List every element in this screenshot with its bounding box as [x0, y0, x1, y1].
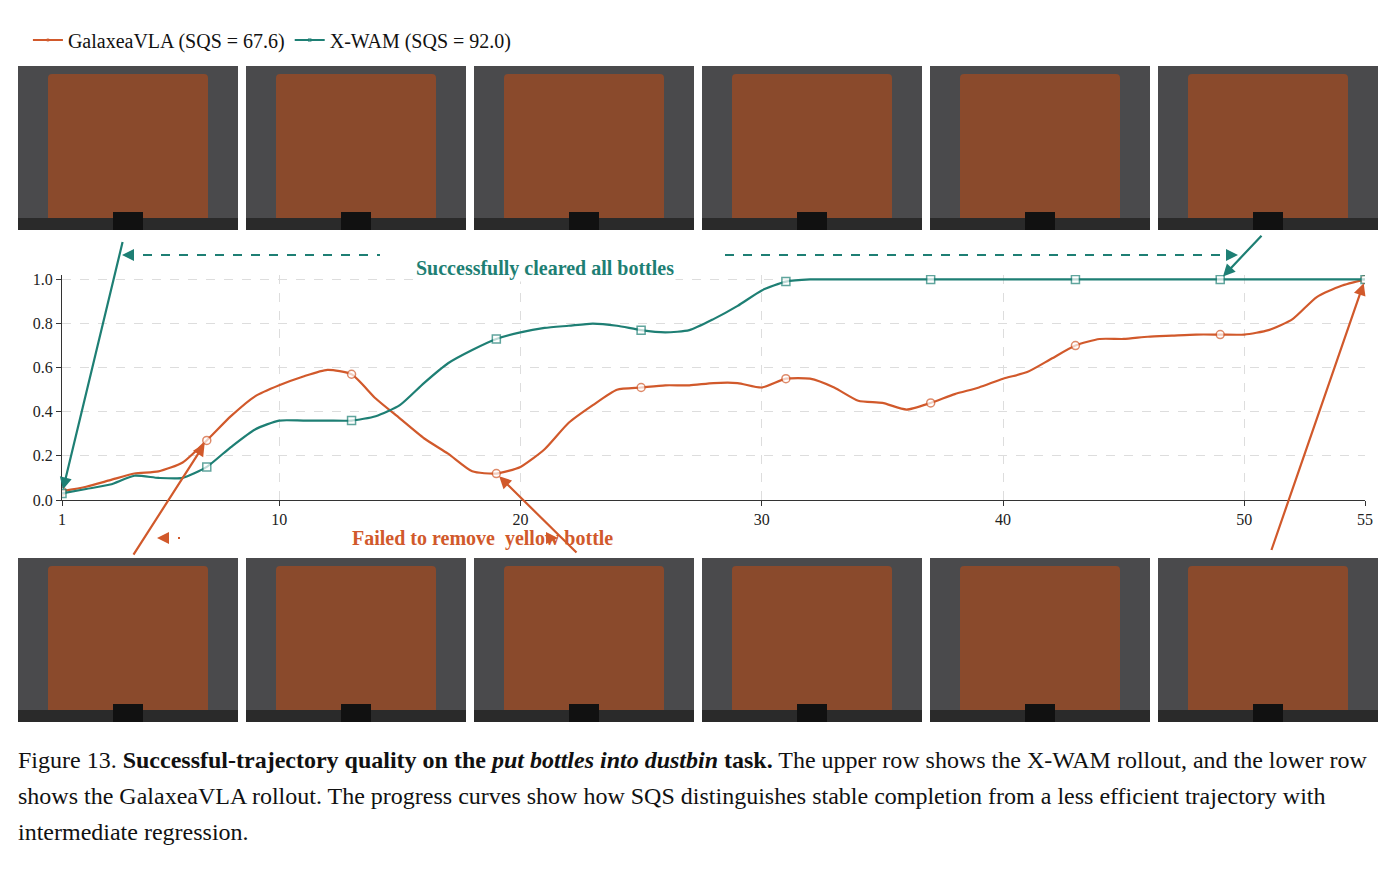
- svg-text:10: 10: [271, 511, 287, 528]
- svg-text:50: 50: [1236, 511, 1252, 528]
- svg-text:1: 1: [58, 511, 66, 528]
- svg-text:0.8: 0.8: [33, 315, 53, 332]
- svg-text:30: 30: [754, 511, 770, 528]
- svg-text:20: 20: [512, 511, 528, 528]
- svg-text:1.0: 1.0: [33, 271, 53, 288]
- svg-text:Successfully cleared all bottl: Successfully cleared all bottles: [416, 257, 674, 280]
- svg-text:0.0: 0.0: [33, 492, 53, 509]
- svg-text:0.6: 0.6: [33, 359, 53, 376]
- svg-text:Failed to remove yellow bottl: Failed to remove yellow bottle: [352, 527, 613, 550]
- svg-text:0.4: 0.4: [33, 403, 53, 420]
- html-text:Figure 13. Successful-trajecto: Figure 13. Successful-trajectory quality…: [18, 747, 1367, 845]
- svg-text:0.2: 0.2: [33, 447, 53, 464]
- svg-text:GalaxeaVLA (SQS = 67.6): GalaxeaVLA (SQS = 67.6): [68, 30, 285, 53]
- svg-text:X-WAM (SQS = 92.0): X-WAM (SQS = 92.0): [330, 30, 511, 53]
- svg-text:55: 55: [1357, 511, 1373, 528]
- svg-text:40: 40: [995, 511, 1011, 528]
